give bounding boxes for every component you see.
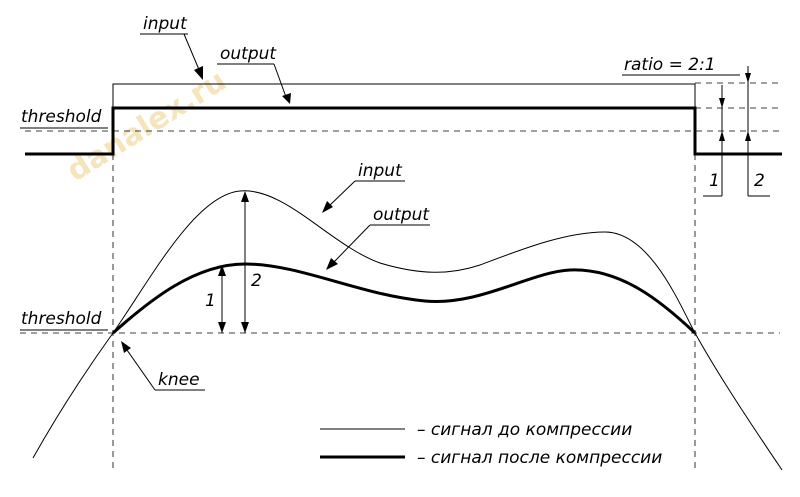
input-curve-arrowhead: [322, 201, 333, 213]
measure-1-label: 1: [205, 291, 216, 311]
dim-1-label: 1: [709, 171, 720, 191]
input-top-leader: [183, 33, 201, 73]
output-curve-leader: [332, 224, 371, 264]
arrow-2-down: [745, 73, 751, 83]
arrow-1-down: [719, 98, 725, 108]
threshold-bottom-label: threshold: [21, 309, 102, 329]
threshold-top-label: threshold: [21, 107, 102, 127]
dim-2-label: 2: [754, 171, 765, 191]
knee-arrowhead: [121, 341, 131, 353]
arrow-1-up: [719, 131, 725, 141]
measure-2-arrow-down: [241, 322, 249, 333]
output-top-leader: [273, 63, 287, 98]
output-top-label: output: [220, 44, 277, 64]
knee-leader: [126, 349, 156, 391]
output-curve: [112, 262, 697, 335]
input-curve: [32, 190, 783, 471]
legend-thick-text: – сигнал после компрессии: [417, 448, 662, 468]
input-top-arrowhead: [194, 66, 203, 80]
output-curve-arrowhead: [326, 258, 338, 270]
input-curve-label: input: [358, 161, 403, 181]
knee-label: knee: [158, 370, 200, 390]
measure-1-arrow-up: [218, 265, 226, 276]
ratio-label: ratio = 2:1: [624, 55, 716, 75]
output-top-arrowhead: [282, 93, 291, 104]
output-step-signal: [25, 106, 782, 156]
input-curve-leader: [327, 180, 356, 208]
measure-1-arrow-down: [218, 322, 226, 333]
measure-2-arrow-up: [241, 191, 249, 202]
arrow-2-up: [745, 131, 751, 141]
input-top-label: input: [143, 14, 188, 34]
measure-2-label: 2: [251, 271, 262, 291]
output-curve-label: output: [373, 205, 430, 225]
legend-thin-text: – сигнал до компрессии: [417, 420, 632, 440]
